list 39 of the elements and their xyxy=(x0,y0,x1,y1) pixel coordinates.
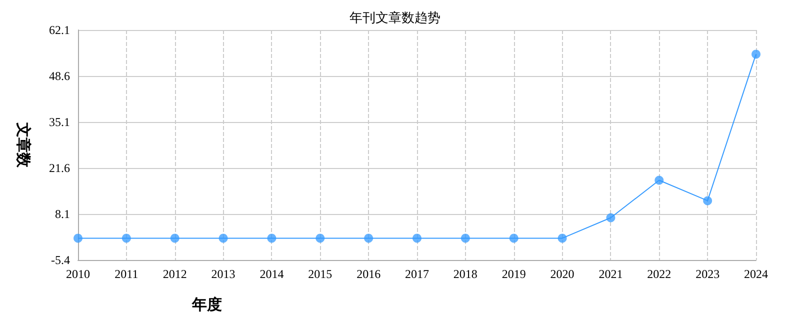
x-tick-label: 2020 xyxy=(550,267,574,281)
point xyxy=(752,50,760,59)
x-tick-label: 2013 xyxy=(211,267,236,281)
chart-title: 年刊文章数趋势 xyxy=(350,10,440,25)
x-tick-label: 2010 xyxy=(66,267,90,281)
point xyxy=(703,196,712,206)
y-tick-label: 21.6 xyxy=(49,161,70,175)
point xyxy=(509,234,518,243)
x-tick-label: 2019 xyxy=(502,267,526,281)
point xyxy=(364,234,374,243)
y-tick-label: -5.4 xyxy=(51,253,70,267)
x-tick-label: 2018 xyxy=(453,267,478,281)
x-tick-label: 2023 xyxy=(696,267,720,281)
y-tick-label: 8.1 xyxy=(55,207,70,221)
point xyxy=(74,234,82,243)
point xyxy=(654,176,664,185)
y-tick-label: 35.1 xyxy=(49,115,70,129)
x-tick-label: 2017 xyxy=(405,267,429,281)
point xyxy=(606,213,616,222)
x-tick-label: 2024 xyxy=(744,267,768,281)
x-tick-label: 2021 xyxy=(598,267,623,281)
point xyxy=(170,234,180,243)
x-tick-label: 2011 xyxy=(114,267,138,281)
x-tick-label: 2015 xyxy=(308,267,332,281)
point xyxy=(412,234,422,243)
x-tick-label: 2014 xyxy=(260,267,284,281)
x-tick-label: 2022 xyxy=(647,267,672,281)
point xyxy=(558,234,567,243)
point xyxy=(267,234,276,243)
x-tick-label: 2012 xyxy=(162,267,187,281)
x-axis-title: 年度 xyxy=(191,296,222,314)
point xyxy=(122,234,131,243)
y-axis-title: 文章数 xyxy=(14,122,32,168)
point xyxy=(460,234,470,243)
y-tick-label: 62.1 xyxy=(49,23,70,37)
x-tick-label: 2016 xyxy=(356,267,381,281)
point xyxy=(316,234,325,243)
point xyxy=(218,234,228,243)
y-tick-label: 48.6 xyxy=(49,69,70,83)
